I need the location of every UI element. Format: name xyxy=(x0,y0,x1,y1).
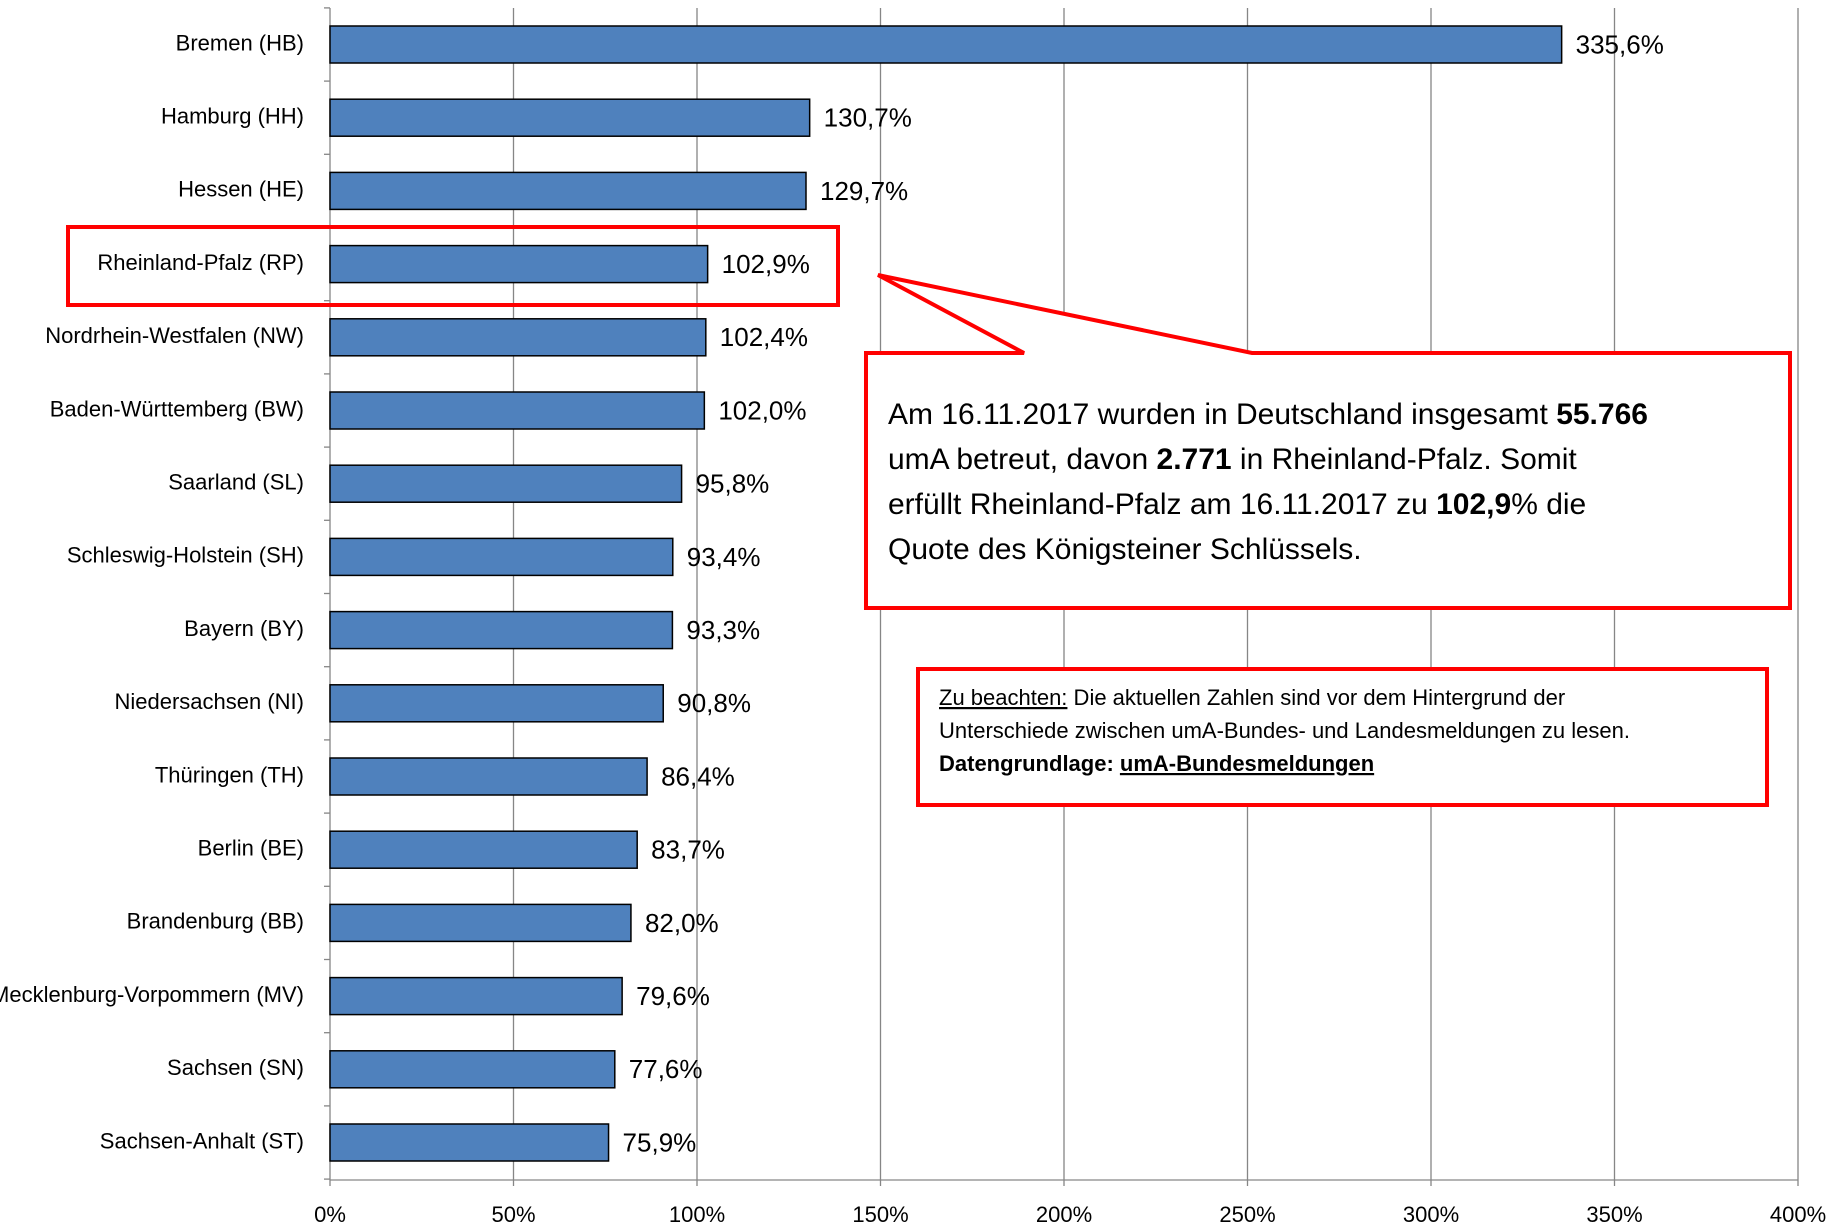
callout-segment: Quote des Königsteiner Schlüssels. xyxy=(888,533,1362,566)
data-label: 102,4% xyxy=(720,322,808,352)
x-tick-label: 150% xyxy=(852,1202,908,1227)
y-tick-label: Baden-Württemberg (BW) xyxy=(50,396,304,421)
x-tick-label: 300% xyxy=(1403,1202,1459,1227)
callout-line: Am 16.11.2017 wurden in Deutschland insg… xyxy=(888,398,1648,431)
y-tick-label: Mecklenburg-Vorpommern (MV) xyxy=(0,982,304,1007)
bar xyxy=(329,464,683,503)
data-label: 90,8% xyxy=(677,688,751,718)
bar xyxy=(329,537,674,577)
callout-segment: 102,9 xyxy=(1436,488,1511,521)
callout-segment: 55.766 xyxy=(1556,398,1648,431)
data-label: 95,8% xyxy=(696,469,770,499)
bar xyxy=(329,318,707,357)
y-tick-label: Berlin (BE) xyxy=(198,836,304,861)
y-tick-label: Schleswig-Holstein (SH) xyxy=(67,543,304,568)
note-line: Datengrundlage: umA-Bundesmeldungen xyxy=(939,751,1374,776)
data-label: 130,7% xyxy=(824,103,912,133)
data-label: 77,6% xyxy=(629,1054,703,1084)
note-line: Zu beachten: Die aktuellen Zahlen sind v… xyxy=(939,685,1565,710)
highlight-box xyxy=(66,225,840,307)
bar xyxy=(329,25,1563,64)
data-label: 79,6% xyxy=(636,981,710,1011)
bar xyxy=(329,98,811,137)
data-label: 129,7% xyxy=(820,176,908,206)
callout-segment: 2.771 xyxy=(1157,443,1232,476)
data-label: 335,6% xyxy=(1576,29,1664,59)
data-label: 93,4% xyxy=(687,542,761,572)
bar xyxy=(329,391,706,430)
note-box xyxy=(916,667,1769,807)
data-label: 82,0% xyxy=(645,908,719,938)
x-tick-label: 200% xyxy=(1036,1202,1092,1227)
y-tick-label: Bayern (BY) xyxy=(184,616,304,641)
callout-segment: in Rheinland-Pfalz. Somit xyxy=(1232,443,1578,476)
note-segment: Zu beachten: xyxy=(939,685,1067,710)
y-tick-label: Thüringen (TH) xyxy=(155,762,304,787)
callout-segment: umA betreut, davon xyxy=(888,443,1157,476)
bar xyxy=(329,171,807,211)
x-tick-label: 50% xyxy=(491,1202,535,1227)
bar xyxy=(329,830,638,869)
y-tick-label: Sachsen (SN) xyxy=(167,1055,304,1080)
bar xyxy=(329,1050,616,1089)
callout-line: Quote des Königsteiner Schlüssels. xyxy=(888,533,1362,566)
y-tick-label: Niedersachsen (NI) xyxy=(114,689,304,714)
callout-line: erfüllt Rheinland-Pfalz am 16.11.2017 zu… xyxy=(888,488,1586,521)
note-segment: Die aktuellen Zahlen sind vor dem Hinter… xyxy=(1067,685,1565,710)
callout-line: umA betreut, davon 2.771 in Rheinland-Pf… xyxy=(888,443,1577,476)
x-tick-label: 100% xyxy=(669,1202,725,1227)
y-tick-label: Brandenburg (BB) xyxy=(127,909,304,934)
y-tick-label: Saarland (SL) xyxy=(168,470,304,495)
callout-box xyxy=(864,273,1792,610)
data-label: 102,9% xyxy=(722,249,810,279)
bar xyxy=(329,1123,610,1162)
y-tick-label: Rheinland-Pfalz (RP) xyxy=(97,250,304,275)
note-segment: Datengrundlage: xyxy=(939,751,1120,776)
callout-segment: Am 16.11.2017 wurden in Deutschland insg… xyxy=(888,398,1556,431)
bar xyxy=(329,684,664,723)
x-tick-label: 400% xyxy=(1770,1202,1826,1227)
bar xyxy=(329,976,623,1016)
y-tick-label: Hessen (HE) xyxy=(178,177,304,202)
y-tick-label: Bremen (HB) xyxy=(176,30,304,55)
x-tick-label: 250% xyxy=(1219,1202,1275,1227)
data-label: 102,0% xyxy=(718,395,806,425)
x-tick-label: 0% xyxy=(314,1202,346,1227)
y-tick-label: Sachsen-Anhalt (ST) xyxy=(100,1128,304,1153)
data-label: 75,9% xyxy=(623,1127,697,1157)
bar xyxy=(329,610,674,650)
x-tick-label: 350% xyxy=(1586,1202,1642,1227)
bar xyxy=(329,903,632,943)
note-segment: umA-Bundesmeldungen xyxy=(1120,751,1374,776)
note-line: Unterschiede zwischen umA-Bundes- und La… xyxy=(939,718,1630,743)
data-label: 93,3% xyxy=(686,615,760,645)
data-label: 83,7% xyxy=(651,835,725,865)
callout-segment: % die xyxy=(1511,488,1586,521)
y-tick-label: Nordrhein-Westfalen (NW) xyxy=(45,323,304,348)
data-label: 86,4% xyxy=(661,761,735,791)
bar xyxy=(329,757,648,796)
y-tick-label: Hamburg (HH) xyxy=(161,104,304,129)
bar xyxy=(329,244,709,284)
callout-segment: erfüllt Rheinland-Pfalz am 16.11.2017 zu xyxy=(888,488,1436,521)
note-segment: Unterschiede zwischen umA-Bundes- und La… xyxy=(939,718,1630,743)
